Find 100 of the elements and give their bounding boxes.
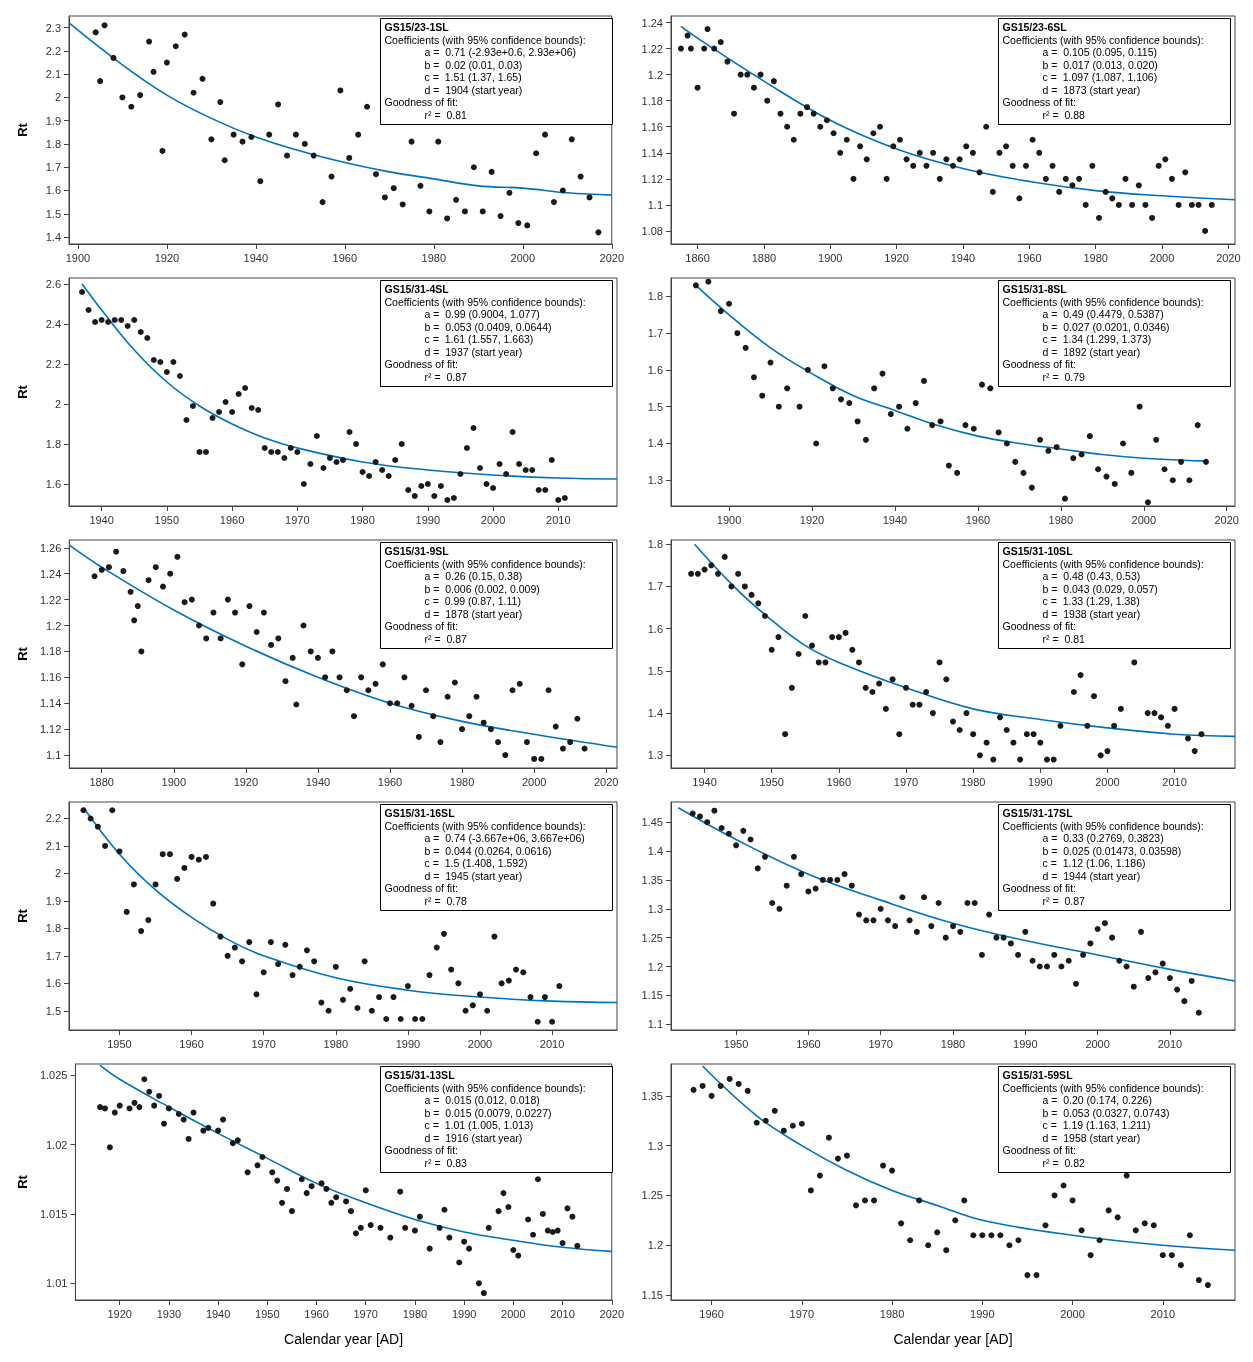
x-tick-label: 2000 [1085, 1037, 1110, 1050]
x-tick-label: 2000 [480, 513, 506, 526]
y-tick-label: 1.01 [46, 1277, 68, 1290]
point [1015, 1237, 1022, 1244]
point [524, 222, 531, 229]
annotation: r² = 0.79 [1042, 370, 1085, 383]
x-axis-title: Calendar year [AD] [284, 1331, 404, 1347]
y-tick-label: 1.7 [647, 580, 663, 593]
point [1177, 1262, 1184, 1269]
y-tick-label: 2.1 [45, 68, 61, 81]
annotation: b = 0.015 (0.0079, 0.0227) [424, 1106, 552, 1119]
y-tick-label: 1.9 [45, 114, 61, 127]
point [925, 1242, 932, 1249]
point [372, 171, 379, 178]
point [708, 1092, 715, 1099]
annotation: Goodness of fit: [1002, 96, 1077, 108]
point [952, 1217, 959, 1224]
y-tick-label: 1.2 [647, 1239, 663, 1252]
y-tick-label: 1.9 [45, 894, 61, 907]
x-tick-label: 2010 [1157, 1037, 1183, 1050]
line-series [693, 543, 1236, 738]
annotation: b = 0.043 (0.029, 0.057) [1042, 582, 1158, 595]
x-tick-label: 1980 [879, 1307, 905, 1320]
annotation: d = 1945 (start year) [424, 869, 523, 882]
point [217, 99, 224, 106]
y-tick-label: 1.025 [39, 1069, 68, 1082]
point [753, 1119, 760, 1126]
line-series [68, 544, 618, 749]
point [346, 154, 353, 161]
point [816, 1172, 823, 1179]
point [997, 1232, 1004, 1239]
point [257, 178, 264, 185]
annotation: Goodness of fit: [384, 882, 459, 894]
y-tick-label: 1.8 [647, 290, 663, 303]
x-tick-label: 1960 [699, 1307, 724, 1320]
point [408, 138, 415, 145]
annotation: Coefficients (with 95% confidence bounds): [384, 557, 586, 570]
annotation: d = 1916 (start year) [424, 1131, 523, 1144]
y-tick-label: 1.8 [45, 137, 61, 150]
annotation: Coefficients (with 95% confidence bounds): [1002, 295, 1204, 308]
x-tick-label: 2000 [1149, 251, 1175, 264]
point [1006, 1242, 1013, 1249]
x-tick-label: 1880 [89, 775, 114, 788]
annotation: c = 1.5 (1.408, 1.592) [424, 857, 528, 869]
y-tick-label: 1.35 [641, 1089, 663, 1102]
annotation: a = 0.49 (0.4479, 0.5387) [1042, 308, 1164, 320]
point [762, 1117, 769, 1124]
x-tick-label: 1950 [154, 513, 180, 526]
point [943, 1247, 950, 1254]
point [497, 213, 504, 220]
y-tick-label: 1.18 [39, 645, 62, 658]
x-tick-label: 1980 [1048, 513, 1074, 526]
point [568, 136, 575, 143]
y-tick-label: 1.24 [641, 16, 663, 29]
annotation: Goodness of fit: [1002, 1144, 1077, 1156]
point [780, 1127, 787, 1134]
point [1042, 1222, 1049, 1229]
line-series [701, 1065, 1236, 1252]
point [550, 199, 557, 206]
point [1078, 1227, 1085, 1234]
x-tick-label: 1930 [156, 1307, 182, 1320]
x-tick-label: 1900 [716, 513, 742, 526]
point [328, 173, 335, 180]
y-tick-label: 1.6 [45, 478, 61, 490]
point [961, 1197, 968, 1204]
point [390, 185, 397, 192]
annotation: GS15/31-16SL [384, 807, 456, 819]
x-tick-label: 1940 [950, 251, 976, 264]
annotation: a = 0.48 (0.43, 0.53) [1042, 570, 1141, 582]
annotation: a = 0.99 (0.9004, 1.077) [424, 308, 540, 320]
x-tick-label: 1980 [449, 775, 475, 788]
y-tick-label: 1.35 [641, 873, 663, 886]
y-tick-label: 1.8 [45, 922, 61, 935]
x-tick-label: 2000 [501, 1307, 526, 1320]
point [595, 229, 602, 236]
point [266, 131, 273, 138]
y-tick-label: 1.02 [46, 1138, 68, 1151]
annotation: c = 0.99 (0.87, 1.11) [424, 595, 521, 607]
x-tick-label: 1970 [251, 1037, 276, 1050]
x-tick-label: 1960 [965, 513, 991, 526]
annotation: GS15/31-13SL [384, 1069, 456, 1081]
point [426, 208, 433, 215]
y-tick-label: 1.1 [46, 749, 62, 762]
point [146, 38, 153, 45]
y-axis-title: Rt [15, 1174, 30, 1189]
y-tick-label: 2.2 [45, 812, 61, 825]
x-tick-label: 1940 [89, 513, 114, 526]
y-tick-label: 2.2 [45, 44, 61, 57]
annotation: Coefficients (with 95% confidence bounds): [384, 295, 586, 308]
y-tick-label: 1.2 [647, 68, 663, 81]
point [1105, 1207, 1112, 1214]
x-tick-label: 1970 [868, 1037, 893, 1050]
y-tick-label: 1.18 [641, 94, 663, 107]
point [355, 131, 362, 138]
annotation: a = 0.33 (0.2769, 0.3823) [1042, 832, 1164, 844]
point [1024, 1272, 1031, 1279]
y-tick-label: 1.7 [45, 949, 61, 962]
x-tick-label: 1920 [799, 513, 825, 526]
point [1114, 1214, 1121, 1221]
point [1168, 1252, 1175, 1259]
